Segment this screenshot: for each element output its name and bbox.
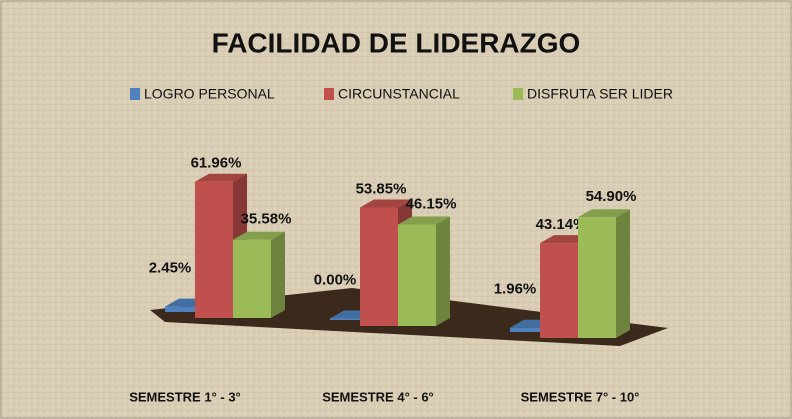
x-tick-label: SEMESTRE 7° - 10° xyxy=(521,389,640,404)
bar-face xyxy=(398,224,436,326)
data-label: 61.96% xyxy=(191,155,242,172)
data-label: 46.15% xyxy=(406,195,457,212)
bar-face xyxy=(398,216,450,225)
bar-face xyxy=(233,239,271,318)
bar-face xyxy=(195,173,247,182)
x-tick-label: SEMESTRE 4° - 6° xyxy=(322,389,434,404)
x-tick-label: SEMESTRE 1° - 3° xyxy=(129,389,241,404)
bar-face xyxy=(195,181,233,318)
legend-label: DISFRUTA SER LIDER xyxy=(527,86,673,102)
data-label: 54.90% xyxy=(586,188,637,205)
bar-face xyxy=(360,199,412,208)
bar xyxy=(578,209,630,338)
bar-face xyxy=(233,231,285,240)
data-label: 43.14% xyxy=(536,216,587,233)
data-label: 0.00% xyxy=(314,271,357,288)
data-label: 2.45% xyxy=(149,260,192,277)
legend-swatch xyxy=(130,88,140,100)
data-label: 53.85% xyxy=(356,180,407,197)
bar xyxy=(398,216,450,326)
bar-face xyxy=(540,243,578,338)
data-label: 35.58% xyxy=(241,211,292,228)
legend-label: CIRCUNSTANCIAL xyxy=(338,86,460,102)
chart-title: FACILIDAD DE LIDERAZGO xyxy=(212,27,581,58)
bar-face xyxy=(578,217,616,338)
bar-face xyxy=(616,209,630,338)
bar-face xyxy=(436,216,450,326)
data-label: 1.96% xyxy=(494,281,537,298)
bar-face xyxy=(360,207,398,326)
bar-face xyxy=(510,327,548,332)
bar xyxy=(233,231,285,318)
legend-swatch xyxy=(513,88,523,100)
bar-face xyxy=(578,209,630,218)
bar-face xyxy=(165,306,203,312)
bar-face xyxy=(330,318,368,320)
legend-label: LOGRO PERSONAL xyxy=(144,86,275,102)
legend-swatch xyxy=(324,88,334,100)
bar-face xyxy=(271,231,285,318)
